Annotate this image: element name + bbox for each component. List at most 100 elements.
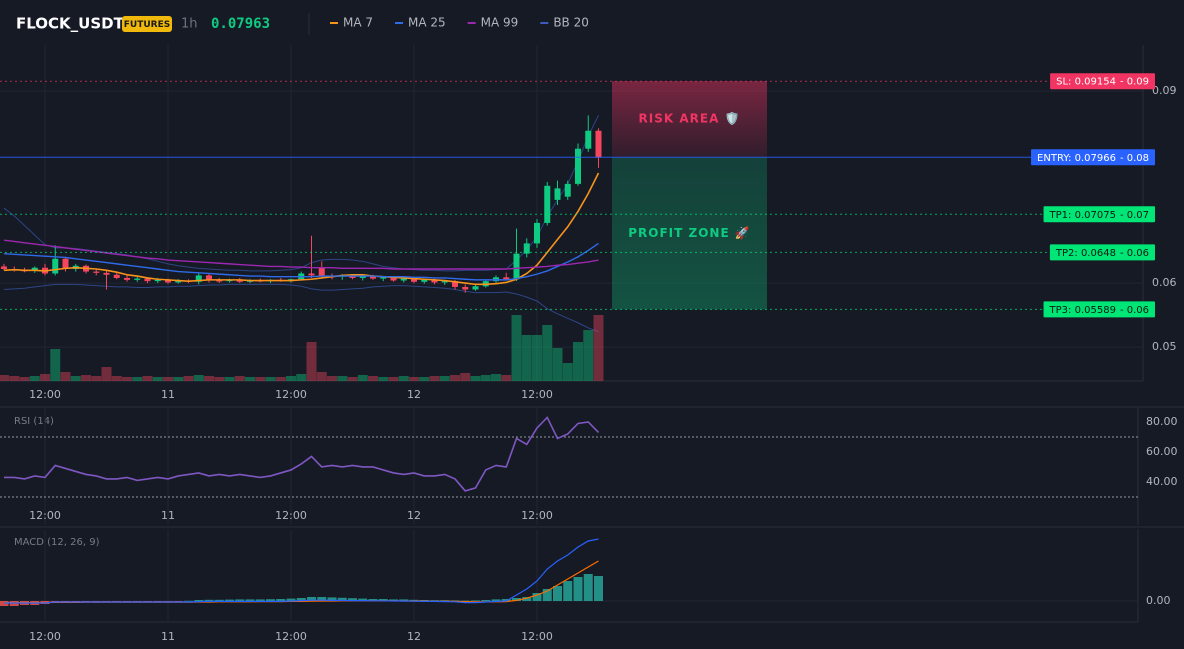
volume-bar (214, 377, 225, 381)
macd-histogram-bar (163, 601, 173, 602)
bollinger-lower (3, 283, 599, 333)
zone (612, 81, 767, 158)
candle-body (503, 277, 510, 280)
candle-body (441, 281, 448, 283)
level-tag-box (1050, 73, 1155, 90)
macd-histogram-bar (286, 598, 296, 601)
volume-bar (81, 375, 91, 381)
volume-bar (265, 377, 276, 381)
macd-histogram-bar (450, 600, 460, 601)
badge-box (122, 16, 172, 32)
volume-bar (491, 374, 501, 381)
level-tag: TP3: 0.05589 - 0.06 (1043, 301, 1155, 318)
candle-body (124, 277, 130, 280)
candle-body (400, 278, 407, 281)
candle-body (103, 272, 110, 275)
volume-bar (50, 349, 61, 381)
level-tag-box (1031, 149, 1155, 166)
candle-body (206, 275, 212, 281)
x-tick-label: 12 (407, 509, 421, 522)
macd-histogram-bar (214, 599, 224, 601)
level-tag: TP2: 0.0648 - 0.06 (1049, 244, 1155, 261)
candle-body (318, 267, 325, 277)
volume-bar (224, 377, 235, 381)
candle-body (175, 280, 182, 283)
volume-bar (296, 374, 307, 381)
moving-average (3, 172, 600, 286)
macd-histogram-bar (173, 601, 183, 602)
macd-histogram-bar (153, 601, 163, 602)
volume-bar (429, 376, 440, 381)
x-tick-label: 11 (161, 630, 175, 643)
candle-body (370, 276, 376, 279)
macd-histogram-bar (471, 600, 480, 601)
macd-signal-line (4, 560, 599, 604)
candle-body (31, 267, 38, 271)
current-price: 0.07963 (211, 16, 270, 32)
macd-histogram-bar (245, 599, 255, 601)
moving-average (3, 242, 599, 281)
macd-title: MACD (12, 26, 9) (14, 537, 100, 548)
volume-bar (419, 377, 430, 381)
volume-bar (470, 376, 481, 381)
level-tag-box (1049, 244, 1155, 261)
volume-bar (409, 377, 419, 381)
x-tick-label: 12:00 (29, 509, 61, 522)
x-tick-label: 12 (407, 388, 421, 401)
macd-histogram-bar (553, 586, 562, 601)
macd-histogram-bar (337, 597, 347, 601)
macd-histogram-bar (296, 598, 306, 601)
x-tick-label: 12:00 (29, 630, 61, 643)
level-tag-label: TP3: 0.05589 (1049, 305, 1116, 316)
macd-histogram-bar (378, 599, 388, 601)
macd-histogram-bar (317, 597, 327, 601)
symbol: FLOCK_USDT (16, 15, 125, 33)
level-tag-label: ENTRY: 0.07966 (1037, 153, 1116, 164)
volume-bar (532, 335, 542, 381)
candle-body (595, 130, 602, 158)
candle-body (564, 183, 571, 197)
volume-bar (275, 377, 286, 381)
volume-bar (204, 376, 214, 381)
macd-histogram-bar (573, 577, 583, 601)
macd-histogram-bar (348, 598, 357, 601)
x-tick-label: 12 (407, 630, 421, 643)
volume-bar (101, 367, 112, 381)
macd-histogram-bar (512, 598, 521, 601)
candle-body (431, 279, 438, 283)
macd-histogram-bar (563, 581, 573, 601)
candle-body (513, 253, 520, 280)
candle-body (93, 271, 100, 273)
candle-body (554, 188, 561, 200)
candle-body (113, 274, 120, 278)
volume-bar (60, 372, 71, 381)
macd-histogram-bar (481, 600, 491, 601)
macd-histogram-bar (327, 597, 337, 601)
candle-body (62, 258, 69, 269)
level-tag-box (1043, 301, 1155, 318)
legend-label: MA 25 (408, 16, 446, 30)
volume-bar (91, 376, 102, 381)
candle-body (534, 222, 540, 244)
candle-body (359, 276, 366, 278)
candle-body (390, 277, 397, 281)
x-tick-label: 11 (161, 388, 175, 401)
volume-bar (152, 377, 163, 381)
volume-bar (306, 342, 317, 381)
volume-bar (552, 348, 563, 381)
volume-bar (460, 373, 471, 381)
level-tag-axis: - 0.09 (1120, 77, 1149, 88)
candle-body (380, 277, 387, 279)
candle-body (52, 258, 59, 274)
zone-label: PROFIT ZONE 🚀 (628, 226, 751, 240)
macd-histogram-bar (491, 599, 501, 601)
volume-bar (347, 377, 358, 381)
volume-bar (132, 377, 143, 381)
y-tick-label: 80.00 (1146, 415, 1178, 428)
volume-bar (122, 377, 132, 381)
volume-bar (255, 377, 266, 381)
volume-bar (450, 375, 460, 381)
x-tick-label: 12:00 (29, 388, 61, 401)
macd-histogram-bar (204, 599, 214, 601)
